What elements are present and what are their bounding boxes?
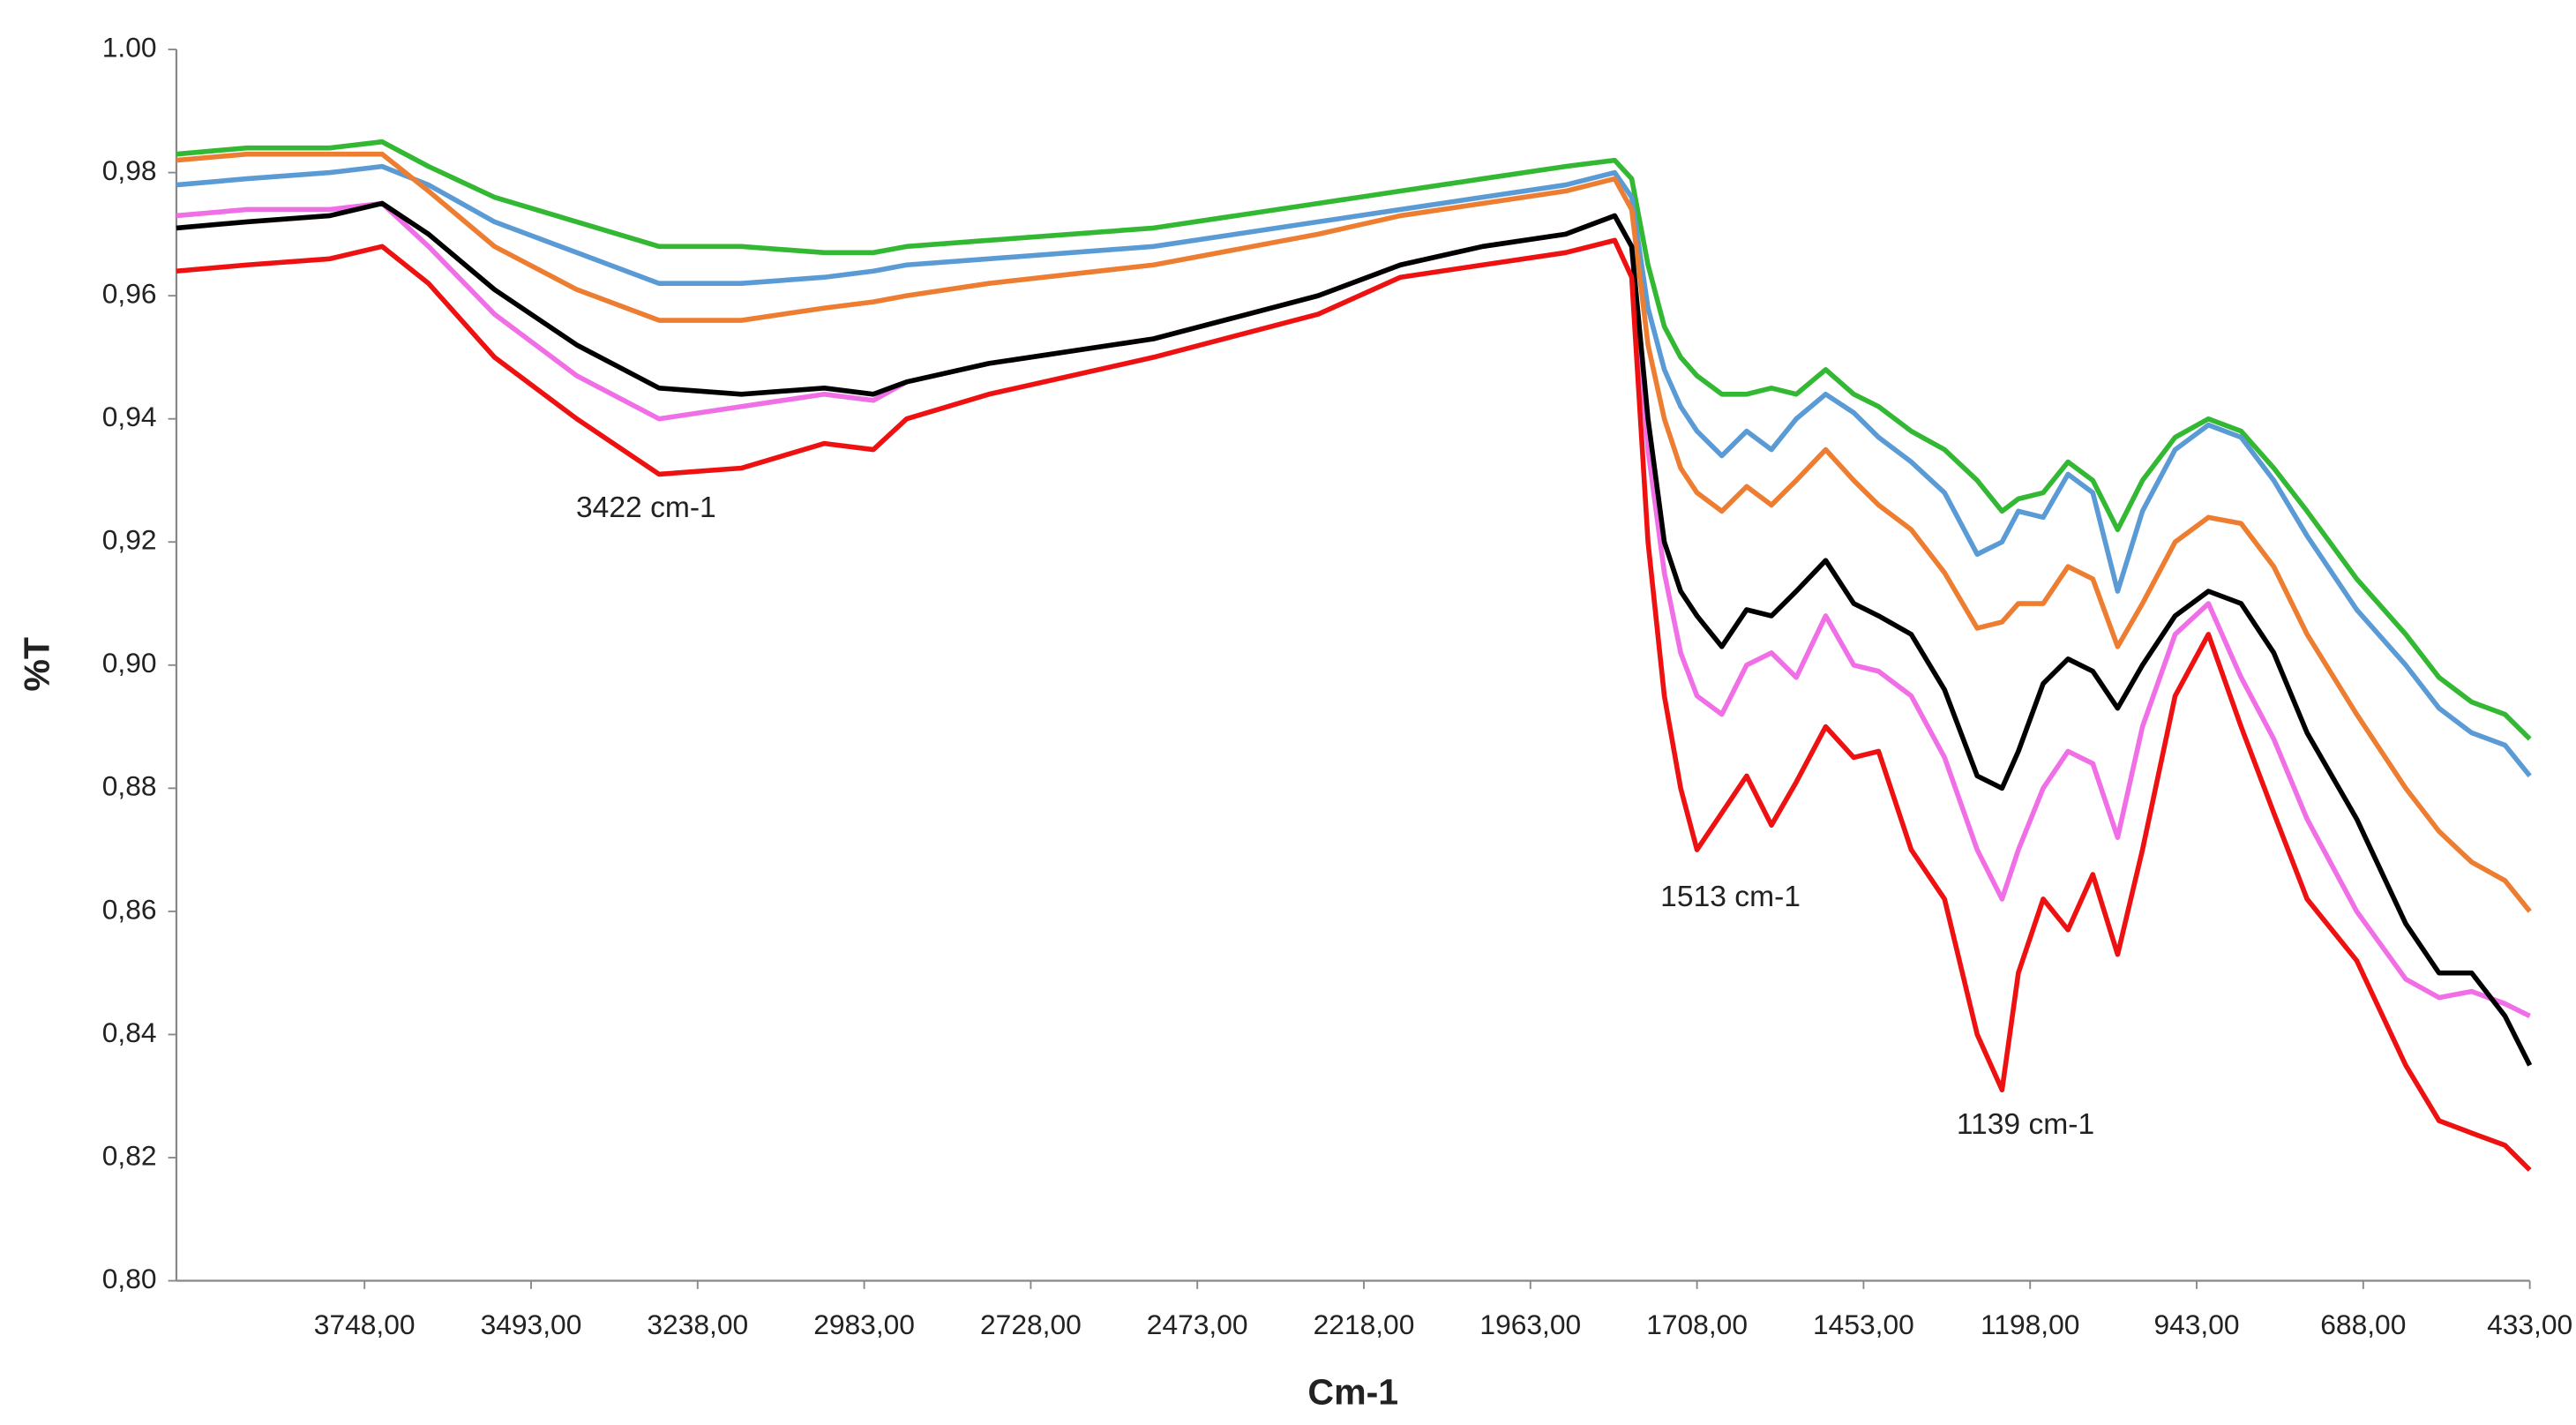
- y-tick-label: 0,86: [102, 893, 157, 925]
- y-tick-label: 1.00: [102, 31, 157, 63]
- y-tick-label: 0,94: [102, 401, 157, 432]
- spectrum-line: [176, 200, 2531, 1019]
- x-tick-label: 433,00: [2487, 1309, 2572, 1340]
- x-tick-label: 1963,00: [1479, 1309, 1581, 1340]
- spectrum-line: [176, 139, 2532, 741]
- spectrum-line: [176, 163, 2532, 778]
- y-tick-label: 0,80: [102, 1263, 157, 1294]
- annotation: 1513 cm-1: [1660, 881, 1801, 913]
- y-tick-label: 0,98: [102, 154, 157, 186]
- x-tick-label: 943,00: [2153, 1309, 2239, 1340]
- x-tick-label: 3238,00: [647, 1309, 748, 1340]
- y-tick-label: 0,88: [102, 770, 157, 802]
- y-tick-label: 0,82: [102, 1139, 157, 1171]
- y-tick-label: 0,92: [102, 524, 157, 556]
- y-tick-label: 0,84: [102, 1016, 157, 1048]
- y-tick-label: 0,96: [102, 278, 157, 310]
- x-tick-label: 1198,00: [1981, 1309, 2079, 1340]
- y-tick-label: 0,90: [102, 647, 157, 679]
- y-axis-title: %T: [17, 637, 57, 692]
- x-axis-title: Cm-1: [1307, 1371, 1398, 1412]
- x-tick-label: 2728,00: [980, 1309, 1082, 1340]
- spectrum-line: [176, 237, 2532, 1172]
- x-tick-label: 3748,00: [314, 1309, 416, 1340]
- x-tick-label: 2983,00: [813, 1309, 915, 1340]
- spectrum-line: [176, 200, 2533, 1067]
- x-tick-label: 2473,00: [1147, 1309, 1248, 1340]
- x-tick-label: 688,00: [2320, 1309, 2406, 1340]
- annotation: 1139 cm-1: [1957, 1108, 2094, 1141]
- spectrum-line: [176, 151, 2532, 913]
- x-tick-label: 1453,00: [1813, 1309, 1914, 1340]
- x-tick-label: 3493,00: [481, 1309, 582, 1340]
- x-tick-label: 2218,00: [1314, 1309, 1415, 1340]
- x-tick-label: 1708,00: [1646, 1309, 1748, 1340]
- annotation: 3422 cm-1: [576, 491, 716, 524]
